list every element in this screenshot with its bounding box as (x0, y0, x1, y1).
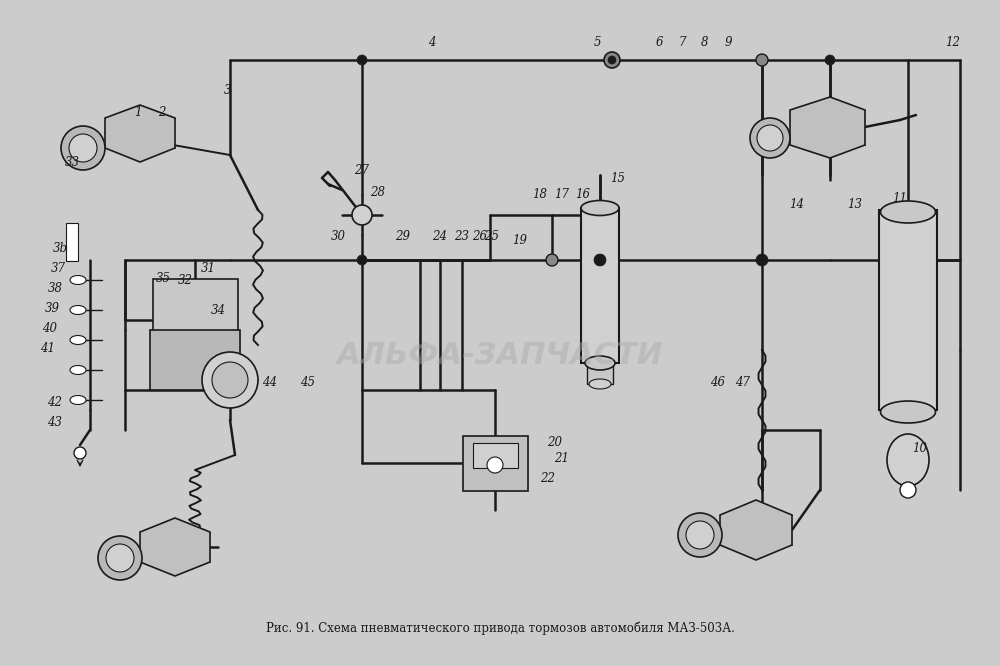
Text: 27: 27 (354, 163, 370, 176)
Ellipse shape (70, 336, 86, 344)
Text: 24: 24 (432, 230, 448, 242)
Ellipse shape (585, 356, 615, 370)
Circle shape (352, 205, 372, 225)
Text: АЛЬФА-ЗАПЧАСТИ: АЛЬФА-ЗАПЧАСТИ (337, 340, 663, 370)
Text: 3: 3 (224, 83, 232, 97)
Text: 43: 43 (48, 416, 62, 428)
Text: Рис. 91. Схема пневматического привода тормозов автомобиля МАЗ-503А.: Рис. 91. Схема пневматического привода т… (266, 621, 734, 635)
Text: 46: 46 (710, 376, 726, 388)
Text: 29: 29 (396, 230, 411, 242)
Circle shape (202, 352, 258, 408)
Text: 8: 8 (701, 35, 709, 49)
Text: 40: 40 (42, 322, 58, 334)
Circle shape (678, 513, 722, 557)
FancyBboxPatch shape (462, 436, 528, 490)
Circle shape (756, 54, 768, 66)
Ellipse shape (70, 276, 86, 284)
FancyBboxPatch shape (473, 442, 518, 468)
Text: 19: 19 (512, 234, 528, 246)
FancyBboxPatch shape (152, 279, 238, 331)
Text: 16: 16 (576, 188, 590, 202)
Text: 25: 25 (484, 230, 500, 242)
Text: 37: 37 (50, 262, 66, 274)
Text: 18: 18 (532, 188, 548, 202)
Text: 2: 2 (158, 107, 166, 119)
FancyBboxPatch shape (879, 210, 937, 410)
Polygon shape (790, 97, 865, 158)
Circle shape (750, 118, 790, 158)
Text: 32: 32 (178, 274, 192, 286)
Text: 33: 33 (64, 155, 80, 168)
Text: 13: 13 (848, 198, 862, 212)
Text: 12: 12 (946, 35, 960, 49)
Circle shape (686, 521, 714, 549)
Text: 11: 11 (893, 192, 908, 204)
Text: 30: 30 (330, 230, 346, 242)
Circle shape (594, 254, 606, 266)
Text: 47: 47 (736, 376, 750, 388)
Ellipse shape (881, 201, 936, 223)
Text: 1: 1 (134, 107, 142, 119)
Text: 20: 20 (548, 436, 562, 450)
Text: 41: 41 (40, 342, 56, 354)
Polygon shape (140, 518, 210, 576)
Text: 10: 10 (912, 442, 928, 454)
Circle shape (61, 126, 105, 170)
Circle shape (357, 55, 367, 65)
Text: 35: 35 (156, 272, 170, 284)
Ellipse shape (70, 366, 86, 374)
Text: 9: 9 (724, 35, 732, 49)
Circle shape (74, 447, 86, 459)
Text: 44: 44 (262, 376, 278, 388)
Circle shape (900, 482, 916, 498)
FancyBboxPatch shape (581, 208, 619, 362)
FancyBboxPatch shape (587, 366, 613, 384)
Ellipse shape (581, 200, 619, 216)
Text: 42: 42 (48, 396, 62, 408)
Text: 23: 23 (454, 230, 470, 242)
FancyBboxPatch shape (66, 223, 78, 261)
Circle shape (604, 52, 620, 68)
Ellipse shape (589, 379, 611, 389)
Text: 7: 7 (678, 35, 686, 49)
Ellipse shape (881, 401, 936, 423)
Text: 26: 26 (473, 230, 488, 242)
Text: 28: 28 (370, 186, 386, 200)
Text: 31: 31 (200, 262, 216, 274)
Text: 14: 14 (790, 198, 804, 212)
Text: 4: 4 (428, 35, 436, 49)
Circle shape (487, 457, 503, 473)
Ellipse shape (70, 306, 86, 314)
Circle shape (608, 56, 616, 64)
Circle shape (756, 254, 768, 266)
Circle shape (212, 362, 248, 398)
Ellipse shape (887, 434, 929, 486)
Ellipse shape (70, 396, 86, 404)
Circle shape (357, 255, 367, 265)
Text: 45: 45 (300, 376, 316, 388)
Circle shape (825, 55, 835, 65)
Circle shape (98, 536, 142, 580)
Circle shape (69, 134, 97, 162)
Text: 21: 21 (554, 452, 570, 464)
Text: 38: 38 (48, 282, 62, 294)
Text: 15: 15 (610, 172, 626, 184)
Circle shape (106, 544, 134, 572)
Text: 3b: 3b (52, 242, 68, 254)
Text: 17: 17 (554, 188, 570, 202)
Polygon shape (720, 500, 792, 560)
Text: 22: 22 (540, 472, 556, 484)
FancyBboxPatch shape (20, 20, 980, 646)
Circle shape (546, 254, 558, 266)
Text: 5: 5 (593, 35, 601, 49)
FancyBboxPatch shape (150, 330, 240, 390)
Polygon shape (105, 105, 175, 162)
Text: 34: 34 (210, 304, 226, 316)
Text: 6: 6 (655, 35, 663, 49)
Text: 39: 39 (44, 302, 60, 314)
Circle shape (757, 125, 783, 151)
